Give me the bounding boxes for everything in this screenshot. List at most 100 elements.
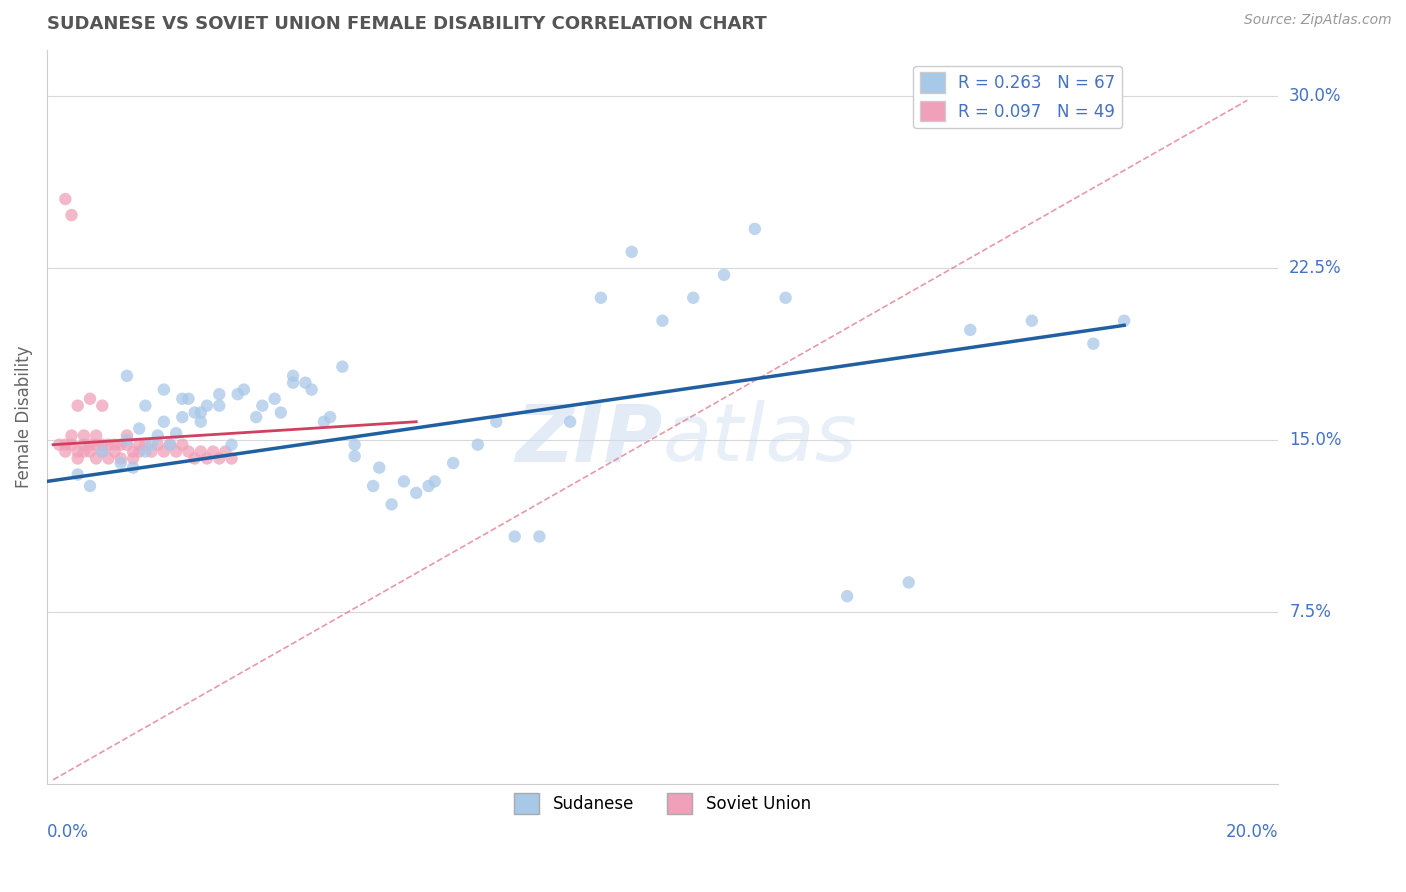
Point xyxy=(620,244,643,259)
Point xyxy=(744,222,766,236)
Point xyxy=(232,383,254,397)
Point xyxy=(172,392,194,406)
Point xyxy=(134,444,156,458)
Point xyxy=(252,399,274,413)
Point xyxy=(332,359,354,374)
Y-axis label: Female Disability: Female Disability xyxy=(15,346,32,489)
Point xyxy=(115,368,138,383)
Point xyxy=(128,444,150,458)
Point xyxy=(153,383,176,397)
Point xyxy=(165,426,187,441)
Legend: Sudanese, Soviet Union: Sudanese, Soviet Union xyxy=(508,787,817,820)
Point xyxy=(159,438,181,452)
Point xyxy=(79,444,101,458)
Text: 7.5%: 7.5% xyxy=(1289,603,1331,621)
Point xyxy=(97,451,120,466)
Point xyxy=(91,438,114,452)
Point xyxy=(134,399,156,413)
Point xyxy=(467,438,489,452)
Point xyxy=(177,392,200,406)
Text: atlas: atlas xyxy=(662,401,858,478)
Point xyxy=(73,428,96,442)
Point xyxy=(775,291,797,305)
Point xyxy=(190,405,212,419)
Point xyxy=(172,438,194,452)
Point xyxy=(208,387,231,401)
Point xyxy=(405,486,427,500)
Point xyxy=(713,268,735,282)
Point xyxy=(959,323,981,337)
Point xyxy=(195,399,218,413)
Point xyxy=(110,438,132,452)
Point xyxy=(141,444,163,458)
Point xyxy=(91,444,114,458)
Point xyxy=(115,438,138,452)
Point xyxy=(172,410,194,425)
Text: 20.0%: 20.0% xyxy=(1226,823,1278,841)
Point xyxy=(66,444,89,458)
Point xyxy=(60,428,83,442)
Point xyxy=(66,399,89,413)
Text: SUDANESE VS SOVIET UNION FEMALE DISABILITY CORRELATION CHART: SUDANESE VS SOVIET UNION FEMALE DISABILI… xyxy=(46,15,766,33)
Point xyxy=(392,475,415,489)
Text: 15.0%: 15.0% xyxy=(1289,431,1341,449)
Point xyxy=(361,479,384,493)
Point xyxy=(312,415,335,429)
Point xyxy=(214,444,236,458)
Point xyxy=(104,438,127,452)
Point xyxy=(165,444,187,458)
Point xyxy=(190,415,212,429)
Point xyxy=(1021,314,1043,328)
Text: ZIP: ZIP xyxy=(515,401,662,478)
Point xyxy=(141,438,163,452)
Point xyxy=(281,376,304,390)
Point xyxy=(226,387,249,401)
Point xyxy=(221,451,243,466)
Point xyxy=(53,444,76,458)
Point xyxy=(79,392,101,406)
Point xyxy=(423,475,446,489)
Point xyxy=(115,428,138,442)
Point xyxy=(651,314,673,328)
Point xyxy=(190,444,212,458)
Point xyxy=(91,399,114,413)
Point xyxy=(485,415,508,429)
Point xyxy=(343,438,366,452)
Point xyxy=(104,444,127,458)
Point xyxy=(208,399,231,413)
Point xyxy=(301,383,323,397)
Point xyxy=(128,422,150,436)
Point xyxy=(122,451,145,466)
Point xyxy=(897,575,920,590)
Point xyxy=(560,415,582,429)
Point xyxy=(177,444,200,458)
Point xyxy=(97,438,120,452)
Point xyxy=(115,433,138,447)
Point xyxy=(122,460,145,475)
Point xyxy=(343,449,366,463)
Point xyxy=(270,405,292,419)
Point xyxy=(183,405,205,419)
Point xyxy=(60,208,83,222)
Point xyxy=(66,467,89,482)
Point xyxy=(48,438,70,452)
Text: Source: ZipAtlas.com: Source: ZipAtlas.com xyxy=(1244,13,1392,28)
Point xyxy=(84,428,107,442)
Text: 22.5%: 22.5% xyxy=(1289,259,1341,277)
Point xyxy=(66,451,89,466)
Text: 0.0%: 0.0% xyxy=(46,823,89,841)
Point xyxy=(153,444,176,458)
Point xyxy=(1114,314,1136,328)
Point xyxy=(208,451,231,466)
Point xyxy=(84,438,107,452)
Point xyxy=(245,410,267,425)
Point xyxy=(441,456,464,470)
Point xyxy=(589,291,612,305)
Point xyxy=(146,438,169,452)
Point xyxy=(110,456,132,470)
Text: 30.0%: 30.0% xyxy=(1289,87,1341,104)
Point xyxy=(202,444,225,458)
Point xyxy=(263,392,285,406)
Point xyxy=(281,368,304,383)
Point xyxy=(53,438,76,452)
